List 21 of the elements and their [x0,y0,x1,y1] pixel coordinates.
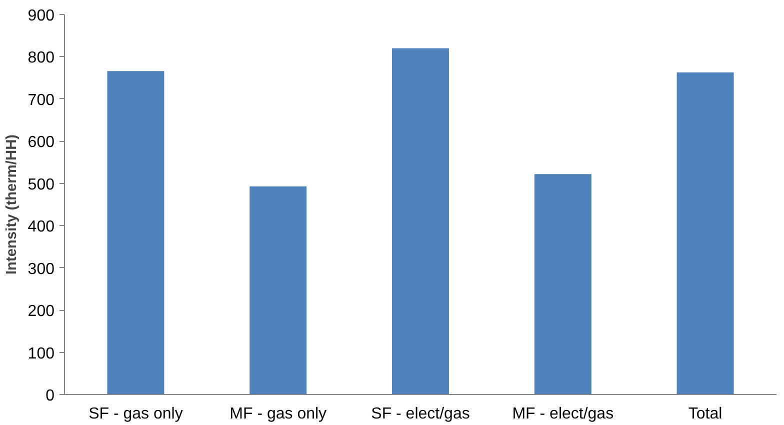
x-tick-label: SF - elect/gas [371,406,470,422]
y-tick-label: 400 [28,218,55,236]
x-tick-label: SF - gas only [88,406,183,422]
bar [107,71,164,394]
y-axis-title: Intensity (therm/HH) [4,134,20,275]
x-tick-label: MF - elect/gas [512,406,614,422]
y-tick-label: 800 [28,50,55,67]
x-tick-label: Total [688,406,722,422]
y-tick-label: 0 [46,388,55,404]
y-tick-label: 200 [28,303,55,320]
bar [392,48,449,394]
x-tick-label: MF - gas only [230,406,327,422]
y-tick-label: 900 [28,8,55,24]
y-tick-label: 600 [28,134,55,152]
bar [534,174,592,394]
y-tick-label: 100 [28,345,55,362]
bar [676,72,734,394]
y-tick-label: 700 [28,92,55,109]
y-tick-label: 300 [28,260,55,278]
bar [250,186,307,394]
y-tick-label: 500 [28,176,55,194]
